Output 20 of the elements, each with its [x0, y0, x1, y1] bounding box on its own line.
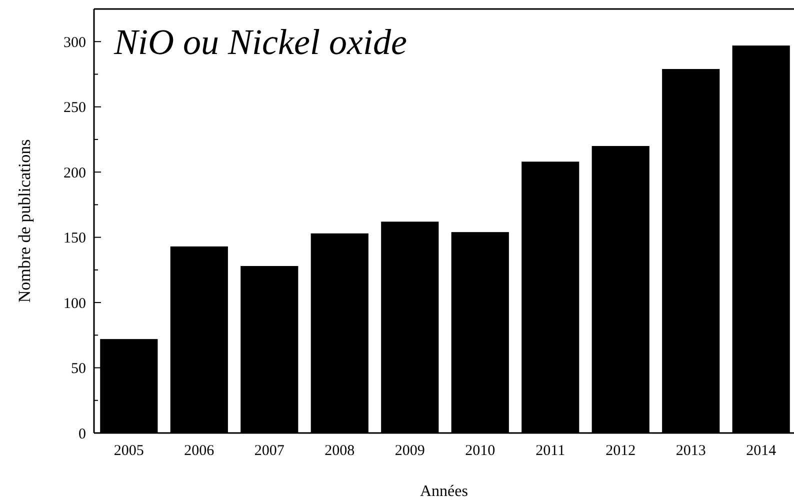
x-tick-label: 2008: [324, 443, 355, 459]
x-tick-label: 2011: [536, 443, 566, 459]
x-tick-label: 2005: [114, 443, 144, 459]
y-tick-label: 200: [64, 165, 86, 182]
y-tick-label: 50: [71, 361, 86, 378]
y-tick-label: 250: [64, 100, 86, 116]
chart-title: NiO ou Nickel oxide: [113, 22, 407, 62]
y-tick-label: 150: [64, 230, 86, 247]
y-tick-label: 300: [64, 34, 86, 51]
x-tick-label: 2012: [606, 443, 636, 459]
y-axis-title: Nombre de publications: [15, 139, 34, 303]
x-tick-label: 2013: [676, 443, 706, 459]
x-tick-label: 2014: [746, 443, 777, 459]
x-tick-label: 2009: [394, 443, 425, 459]
x-tick-label: 2006: [184, 443, 215, 459]
y-tick-label: 100: [64, 296, 86, 312]
x-tick-label: 2010: [465, 443, 496, 459]
y-tick-label: 0: [78, 426, 86, 442]
x-axis-title: Années: [420, 483, 468, 500]
x-tick-label: 2007: [254, 443, 285, 459]
